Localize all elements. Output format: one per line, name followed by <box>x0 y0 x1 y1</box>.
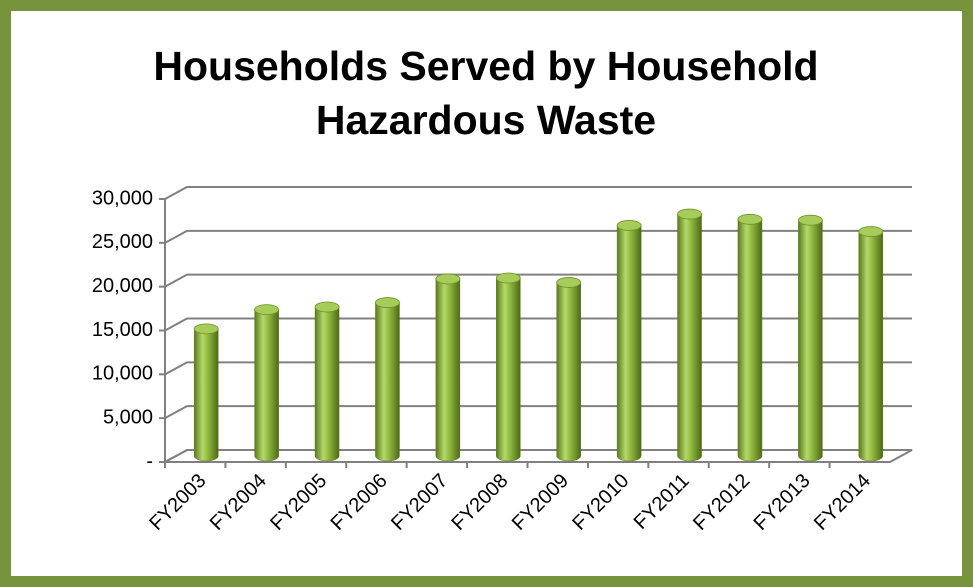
grid-line <box>164 405 912 420</box>
bar-top <box>677 208 702 220</box>
bar-top <box>556 277 582 288</box>
x-tick-label: FY2013 <box>750 470 815 535</box>
y-tick-label: 5,000 <box>103 406 153 428</box>
bar <box>193 328 219 462</box>
x-tick-label: FY2011 <box>630 470 694 534</box>
y-tick-label: 20,000 <box>92 275 153 297</box>
bar-top <box>193 323 219 335</box>
x-tick-label: FY2004 <box>206 470 271 535</box>
x-tick-label: FY2005 <box>266 470 331 535</box>
x-tick-label: FY2006 <box>327 470 392 535</box>
bar <box>435 278 461 462</box>
chart-title: Households Served by Household Hazardous… <box>153 43 819 143</box>
bar <box>496 277 521 462</box>
x-tick-label: FY2012 <box>689 470 754 535</box>
bar-top <box>495 272 521 284</box>
x-tick-label: FY2014 <box>810 470 875 535</box>
x-tick-label: FY2009 <box>508 470 573 535</box>
bar <box>556 282 581 462</box>
bar <box>314 306 340 462</box>
x-tick-label: FY2008 <box>447 470 512 535</box>
bar-top <box>797 214 823 226</box>
grid-line <box>164 186 912 200</box>
x-tick-label: FY2010 <box>568 470 633 535</box>
bar <box>737 219 763 462</box>
y-tick-label: 30,000 <box>92 187 153 209</box>
bar-top <box>375 297 400 308</box>
bar-top <box>737 213 763 225</box>
bar <box>798 219 823 462</box>
bar-top <box>858 226 884 237</box>
bar-top <box>314 301 340 313</box>
bar-top <box>435 273 461 285</box>
x-tick-label: FY2007 <box>387 470 452 535</box>
grid-line <box>164 229 912 244</box>
bar <box>375 302 400 462</box>
y-tick-label: 15,000 <box>92 319 153 341</box>
y-tick-label: 25,000 <box>92 231 153 253</box>
bar <box>254 309 279 462</box>
grid-line <box>164 273 912 288</box>
bar-top <box>616 220 642 231</box>
grid-line <box>164 361 912 376</box>
grid-line <box>164 449 912 463</box>
grid-line <box>164 317 912 332</box>
y-tick-label: 10,000 <box>92 363 153 385</box>
bar <box>677 213 702 462</box>
bar-top <box>254 304 280 315</box>
bar <box>858 231 884 462</box>
bar <box>616 225 642 462</box>
y-tick-label: - <box>146 450 153 472</box>
x-tick-label: FY2003 <box>145 470 210 535</box>
